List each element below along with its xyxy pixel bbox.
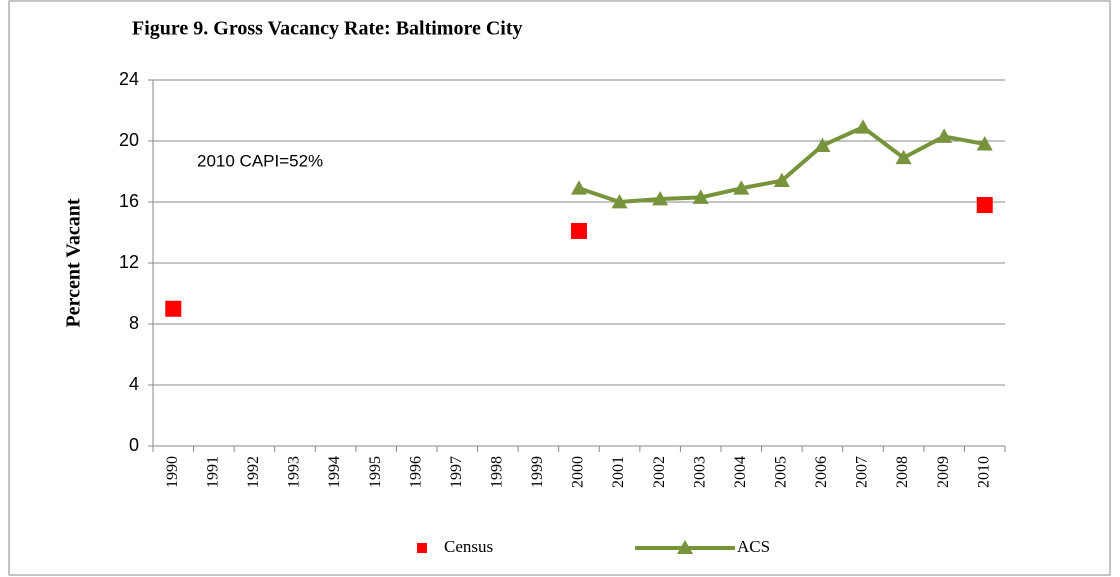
x-tick-label: 2001 <box>610 456 627 488</box>
x-tick-label: 1992 <box>245 456 262 488</box>
x-tick-label: 2000 <box>570 456 587 488</box>
data-point <box>165 300 182 317</box>
x-tick-label: 1994 <box>326 456 343 488</box>
x-tick-label: 2007 <box>854 456 871 488</box>
x-tick-label: 2006 <box>813 456 830 488</box>
data-point <box>692 189 709 204</box>
y-tick-label: 16 <box>119 191 139 211</box>
data-point <box>814 137 831 152</box>
y-tick-label: 20 <box>119 130 139 150</box>
y-tick-label: 12 <box>119 252 139 272</box>
x-tick-label: 1996 <box>407 456 424 488</box>
data-point <box>571 180 587 195</box>
chart-frame <box>8 0 1111 576</box>
x-tick-label: 2004 <box>732 456 749 488</box>
y-axis-label: Percent Vacant <box>63 198 85 327</box>
data-point <box>773 172 790 188</box>
chart-title: Figure 9. Gross Vacancy Rate: Baltimore … <box>132 18 523 40</box>
legend-label: Census <box>444 537 493 556</box>
x-tick-label: 1997 <box>448 456 465 488</box>
data-point <box>976 136 993 151</box>
x-tick-label: 1995 <box>367 456 384 488</box>
annotation: 2010 CAPI=52% <box>197 151 323 170</box>
data-point <box>895 149 912 165</box>
x-tick-label: 2010 <box>975 456 992 488</box>
data-point <box>611 194 628 209</box>
x-tick-label: 1998 <box>489 456 506 488</box>
x-tick-label: 2008 <box>894 456 911 488</box>
y-tick-label: 0 <box>129 435 139 455</box>
y-tick-label: 4 <box>129 374 139 394</box>
data-point <box>571 222 587 239</box>
x-tick-label: 1991 <box>205 456 222 488</box>
legend-label: ACS <box>737 537 770 556</box>
data-point <box>976 197 993 214</box>
y-tick-label: 8 <box>129 313 139 333</box>
legend-marker <box>417 543 427 553</box>
legend-marker <box>677 540 693 554</box>
x-tick-label: 2005 <box>773 456 790 488</box>
x-tick-label: 2009 <box>935 456 952 488</box>
x-tick-label: 2002 <box>651 456 668 488</box>
x-tick-label: 1999 <box>529 456 546 488</box>
y-tick-label: 24 <box>119 69 139 89</box>
x-tick-label: 2003 <box>691 456 708 488</box>
x-tick-label: 1990 <box>164 456 181 488</box>
data-point <box>733 180 750 195</box>
x-tick-label: 1993 <box>286 456 303 488</box>
data-point <box>936 128 953 143</box>
data-point <box>855 119 871 134</box>
data-point <box>652 190 669 206</box>
